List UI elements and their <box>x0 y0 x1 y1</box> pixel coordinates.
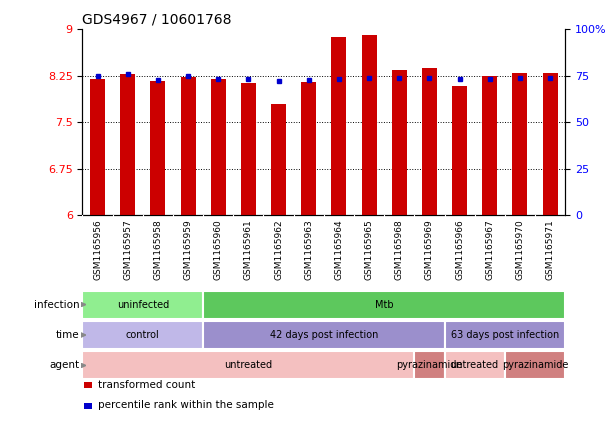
Text: GSM1165960: GSM1165960 <box>214 219 223 280</box>
Bar <box>331 37 346 215</box>
Text: pyrazinamide: pyrazinamide <box>396 360 463 371</box>
Bar <box>120 74 135 215</box>
Polygon shape <box>81 333 86 337</box>
Text: percentile rank within the sample: percentile rank within the sample <box>98 400 274 410</box>
Text: GSM1165965: GSM1165965 <box>365 219 373 280</box>
Text: GSM1165962: GSM1165962 <box>274 219 283 280</box>
Text: 63 days post infection: 63 days post infection <box>451 330 559 340</box>
Bar <box>82 352 414 379</box>
Text: GSM1165958: GSM1165958 <box>153 219 163 280</box>
Text: GSM1165963: GSM1165963 <box>304 219 313 280</box>
Bar <box>271 104 286 215</box>
Bar <box>241 83 256 215</box>
Text: Mtb: Mtb <box>375 299 393 310</box>
Bar <box>505 352 565 379</box>
Bar <box>84 403 92 409</box>
Bar <box>362 36 376 215</box>
Bar <box>90 79 105 215</box>
Text: GSM1165970: GSM1165970 <box>516 219 524 280</box>
Bar <box>513 73 527 215</box>
Text: agent: agent <box>49 360 79 371</box>
Text: pyrazinamide: pyrazinamide <box>502 360 568 371</box>
Bar <box>203 321 445 349</box>
Text: GSM1165961: GSM1165961 <box>244 219 253 280</box>
Bar <box>445 352 505 379</box>
Text: untreated: untreated <box>224 360 273 371</box>
Text: control: control <box>126 330 159 340</box>
Bar <box>422 68 437 215</box>
Bar <box>203 291 565 319</box>
Text: infection: infection <box>34 299 79 310</box>
Text: GSM1165968: GSM1165968 <box>395 219 404 280</box>
Bar <box>180 77 196 215</box>
Bar <box>301 82 316 215</box>
Bar <box>82 291 203 319</box>
Bar <box>482 76 497 215</box>
Text: transformed count: transformed count <box>98 380 195 390</box>
Polygon shape <box>81 363 86 368</box>
Text: GSM1165967: GSM1165967 <box>485 219 494 280</box>
Bar <box>84 382 92 388</box>
Bar <box>211 80 226 215</box>
Polygon shape <box>81 302 86 307</box>
Text: GDS4967 / 10601768: GDS4967 / 10601768 <box>82 13 232 27</box>
Text: GSM1165956: GSM1165956 <box>93 219 102 280</box>
Text: time: time <box>56 330 79 340</box>
Text: GSM1165971: GSM1165971 <box>546 219 555 280</box>
Text: GSM1165964: GSM1165964 <box>334 219 343 280</box>
Bar <box>82 321 203 349</box>
Text: untreated: untreated <box>450 360 499 371</box>
Text: 42 days post infection: 42 days post infection <box>269 330 378 340</box>
Text: GSM1165969: GSM1165969 <box>425 219 434 280</box>
Text: GSM1165966: GSM1165966 <box>455 219 464 280</box>
Bar <box>392 69 407 215</box>
Bar <box>445 321 565 349</box>
Bar <box>452 86 467 215</box>
Text: GSM1165957: GSM1165957 <box>123 219 132 280</box>
Bar <box>543 73 558 215</box>
Bar <box>414 352 445 379</box>
Bar <box>150 81 166 215</box>
Text: GSM1165959: GSM1165959 <box>183 219 192 280</box>
Text: uninfected: uninfected <box>117 299 169 310</box>
